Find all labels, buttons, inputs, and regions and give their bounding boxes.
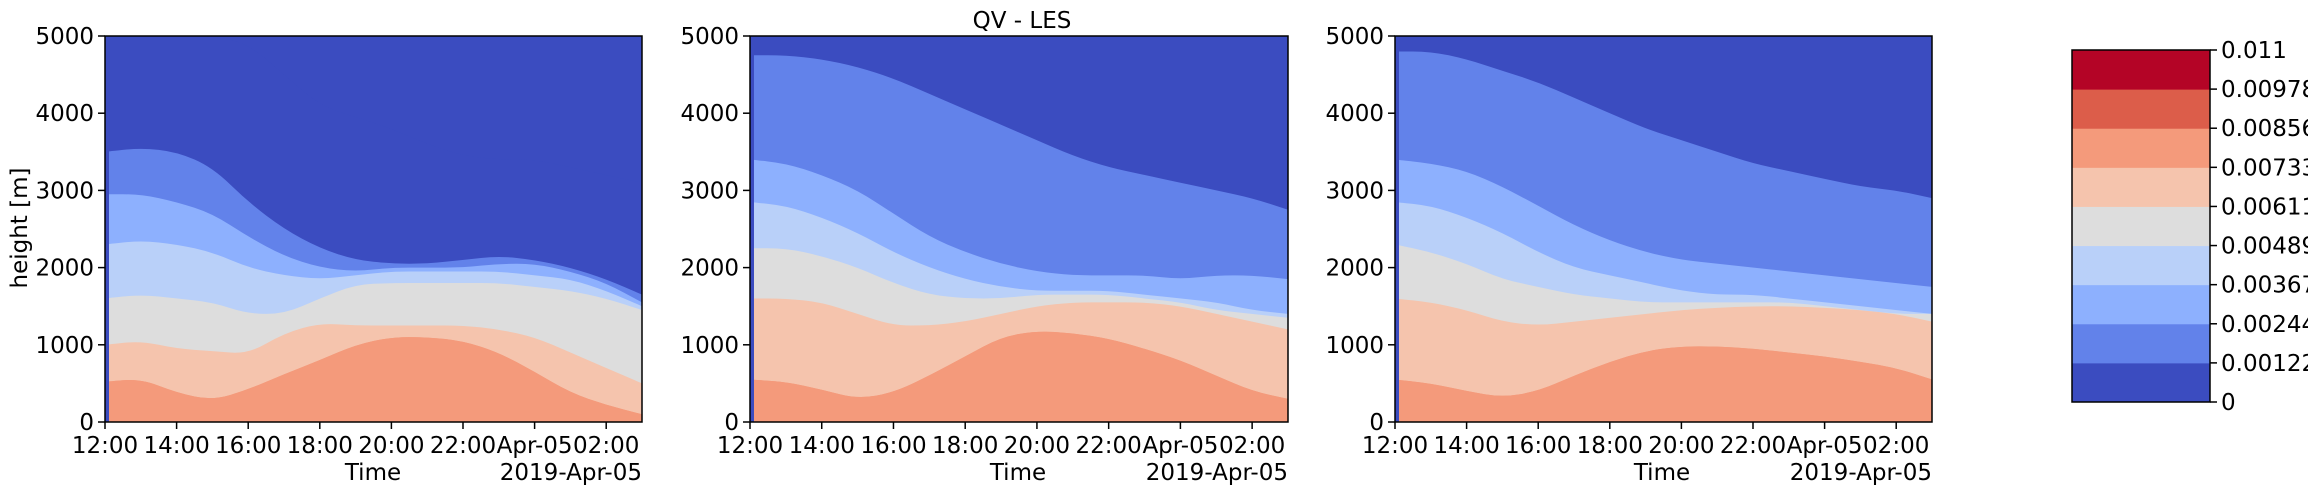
colorbar-segment bbox=[2072, 128, 2210, 168]
x-tick-label: 16:00 bbox=[215, 433, 281, 459]
figure-title: QV - LES bbox=[973, 8, 1072, 34]
colorbar-tick-label: 0.00733 bbox=[2221, 155, 2308, 181]
colorbar-segment bbox=[2072, 324, 2210, 364]
panel-left-plot: 12:00 14:00 16:00 18:00 20:00 22:00 Apr-05 02:0… bbox=[35, 24, 642, 459]
y-tick-label: 5000 bbox=[1325, 24, 1384, 50]
x-tick-label: 12:00 bbox=[72, 433, 138, 459]
panel-left-ylabel: height [m] bbox=[7, 168, 33, 289]
y-tick-label: 4000 bbox=[1325, 101, 1384, 127]
y-tick-label: 4000 bbox=[35, 101, 94, 127]
colorbar-tick-label: 0.00856 bbox=[2221, 116, 2308, 142]
x-tick-label: 14:00 bbox=[1433, 433, 1499, 459]
colorbar-tick-label: 0.011 bbox=[2221, 38, 2287, 64]
colorbar-tick-label: 0.00611 bbox=[2221, 194, 2308, 220]
y-tick-label: 1000 bbox=[1325, 333, 1384, 359]
y-tick-label: 5000 bbox=[680, 24, 739, 50]
colorbar-tick-label: 0.00244 bbox=[2221, 312, 2308, 338]
y-tick-label: 0 bbox=[79, 410, 94, 436]
panel-left-offset-label: 2019-Apr-05 bbox=[500, 460, 642, 486]
y-tick-label: 5000 bbox=[35, 24, 94, 50]
panel-right: Time 2019-Apr-05 12:00 14:00 16:00 18:00 20:… bbox=[1325, 24, 1932, 486]
y-tick-label: 2000 bbox=[680, 256, 739, 282]
x-tick-label: 22:00 bbox=[1720, 433, 1786, 459]
x-tick-label: 22:00 bbox=[430, 433, 496, 459]
y-tick-label: 4000 bbox=[680, 101, 739, 127]
x-tick-label: 02:00 bbox=[573, 433, 639, 459]
x-tick-label: 14:00 bbox=[143, 433, 209, 459]
y-tick-label: 2000 bbox=[35, 256, 94, 282]
colorbar-tick-label: 0.00367 bbox=[2221, 273, 2308, 299]
x-tick-label: 02:00 bbox=[1219, 433, 1285, 459]
x-tick-label: Apr-05 bbox=[1142, 433, 1218, 459]
colorbar-tick-label: 0.00978 bbox=[2221, 77, 2308, 103]
colorbar-segment bbox=[2072, 363, 2210, 403]
y-tick-label: 0 bbox=[724, 410, 739, 436]
y-tick-label: 1000 bbox=[680, 333, 739, 359]
x-tick-label: 02:00 bbox=[1863, 433, 1929, 459]
panel-middle-plot: 12:00 14:00 16:00 18:00 20:00 22:00 Apr-05 02:0… bbox=[680, 24, 1288, 459]
x-tick-label: 16:00 bbox=[860, 433, 926, 459]
colorbar-segment bbox=[2072, 50, 2210, 90]
x-tick-label: 18:00 bbox=[932, 433, 998, 459]
x-tick-label: 20:00 bbox=[358, 433, 424, 459]
x-tick-label: Apr-05 bbox=[497, 433, 573, 459]
panel-left: height [m] Time 2019-Apr-05 12:00 14:00 16… bbox=[7, 24, 642, 486]
x-tick-label: 12:00 bbox=[717, 433, 783, 459]
panel-right-xlabel: Time bbox=[1633, 460, 1690, 486]
x-tick-label: 22:00 bbox=[1076, 433, 1142, 459]
panel-right-offset-label: 2019-Apr-05 bbox=[1790, 460, 1932, 486]
colorbar-tick-label: 0.00122 bbox=[2221, 351, 2308, 377]
y-tick-label: 3000 bbox=[680, 178, 739, 204]
colorbar-segment bbox=[2072, 167, 2210, 207]
x-tick-label: 16:00 bbox=[1505, 433, 1571, 459]
x-tick-label: 20:00 bbox=[1004, 433, 1070, 459]
x-tick-label: 18:00 bbox=[1577, 433, 1643, 459]
colorbar-tick-label: 0 bbox=[2221, 390, 2236, 416]
panel-middle-xlabel: Time bbox=[989, 460, 1046, 486]
y-tick-label: 3000 bbox=[35, 178, 94, 204]
colorbar-segment bbox=[2072, 246, 2210, 286]
colorbar-tick-label: 0.00489 bbox=[2221, 234, 2308, 260]
x-tick-label: 12:00 bbox=[1362, 433, 1428, 459]
panel-left-xlabel: Time bbox=[344, 460, 401, 486]
y-tick-label: 3000 bbox=[1325, 178, 1384, 204]
panel-right-plot: 12:00 14:00 16:00 18:00 20:00 22:00 Apr-05 02:0… bbox=[1325, 24, 1932, 459]
panel-middle: Time 2019-Apr-05 12:00 14:00 16:00 18:00 20:… bbox=[680, 24, 1288, 486]
y-tick-label: 2000 bbox=[1325, 256, 1384, 282]
y-tick-label: 1000 bbox=[35, 333, 94, 359]
x-tick-label: 14:00 bbox=[789, 433, 855, 459]
x-tick-label: 18:00 bbox=[287, 433, 353, 459]
panel-middle-offset-label: 2019-Apr-05 bbox=[1146, 460, 1288, 486]
colorbar: 0 0.00122 0.00244 0.00367 0.00489 0.00611 0.00… bbox=[2072, 38, 2308, 416]
x-tick-label: Apr-05 bbox=[1787, 433, 1863, 459]
colorbar-segment bbox=[2072, 206, 2210, 246]
y-tick-label: 0 bbox=[1369, 410, 1384, 436]
colorbar-segment bbox=[2072, 89, 2210, 129]
x-tick-label: 20:00 bbox=[1648, 433, 1714, 459]
colorbar-segment bbox=[2072, 285, 2210, 325]
